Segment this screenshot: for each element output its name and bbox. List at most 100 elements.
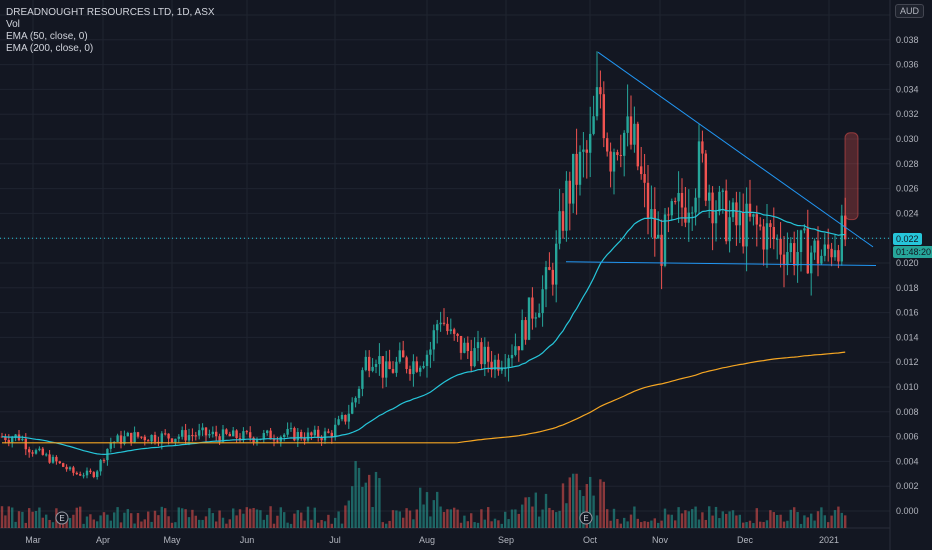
candle-body — [361, 370, 364, 389]
volume-bar — [422, 504, 425, 528]
volume-bar — [113, 512, 116, 528]
volume-bar — [415, 509, 418, 528]
volume-bar — [11, 507, 14, 528]
candle-body — [782, 254, 786, 266]
candle-body — [99, 460, 102, 472]
volume-bar — [558, 510, 561, 528]
volume-bar — [317, 522, 320, 528]
volume-bar — [810, 513, 813, 528]
candle-body — [507, 358, 510, 368]
volume-bar — [514, 509, 517, 528]
volume-bar — [738, 514, 741, 528]
volume-bar — [374, 471, 378, 528]
candle-body — [347, 413, 350, 422]
volume-bar — [381, 522, 384, 528]
candle-body — [680, 192, 684, 208]
volume-bar — [368, 474, 371, 528]
volume-bar — [82, 523, 85, 528]
volume-bar — [272, 523, 276, 528]
candle-body — [412, 361, 415, 375]
candle-body — [582, 149, 585, 152]
volume-bar — [259, 510, 262, 528]
volume-bar — [425, 492, 429, 528]
volume-bar — [194, 515, 197, 528]
legend-ema200: EMA (200, close, 0) — [6, 43, 94, 54]
candle-body — [531, 297, 534, 319]
volume-bar — [517, 513, 520, 528]
volume-bar — [371, 506, 374, 528]
candle-body — [837, 250, 840, 262]
candle-body — [786, 252, 789, 266]
candle-body — [704, 153, 707, 201]
x-tick-label: Sep — [498, 535, 514, 545]
volume-bar — [813, 520, 816, 528]
volume-bar — [123, 512, 126, 528]
volume-bar — [133, 523, 136, 528]
x-tick-label: Nov — [652, 535, 669, 545]
volume-bar — [708, 506, 711, 528]
candle-body — [289, 428, 293, 430]
volume-bar — [779, 514, 782, 528]
candle-body — [344, 414, 347, 422]
volume-bar — [643, 521, 646, 528]
candle-body — [334, 424, 337, 438]
volume-bar — [650, 520, 653, 528]
candle-body — [391, 369, 395, 373]
candle-body — [752, 214, 755, 217]
volume-bar — [551, 510, 554, 528]
volume-bar — [41, 517, 44, 528]
candle-body — [85, 470, 89, 476]
volume-bar — [684, 510, 687, 528]
volume-bar — [167, 516, 170, 528]
volume-bar — [619, 523, 622, 528]
candle-body — [616, 152, 619, 156]
volume-bar — [303, 520, 306, 528]
candle-body — [459, 335, 463, 353]
candle-body — [810, 252, 813, 274]
candle-body — [691, 212, 694, 214]
volume-bar — [405, 508, 408, 528]
volume-bar — [334, 517, 337, 528]
currency-label[interactable]: AUD — [894, 4, 924, 18]
candle-body — [725, 190, 728, 242]
candle-body — [327, 431, 330, 433]
earnings-icon — [55, 511, 69, 525]
volume-bar — [0, 506, 4, 528]
candle-body — [204, 427, 208, 436]
candle-body — [759, 224, 762, 227]
volume-bar — [106, 514, 109, 528]
candle-body — [585, 149, 588, 153]
volume-bar — [725, 513, 728, 528]
volume-bar — [765, 520, 769, 528]
candle-body — [398, 350, 401, 362]
candle-body — [555, 243, 558, 285]
trendline-upper — [597, 51, 874, 248]
candle-body — [436, 324, 439, 331]
volume-bar — [320, 520, 323, 528]
volume-bar — [541, 509, 544, 528]
candle-body — [249, 432, 252, 438]
legend-vol: Vol — [6, 19, 20, 30]
candle-body — [184, 430, 187, 441]
volume-bar — [456, 509, 459, 528]
volume-bar — [493, 518, 497, 528]
candle-body — [228, 433, 231, 437]
candle-body — [738, 212, 741, 226]
volume-bar — [473, 522, 476, 528]
candle-body — [266, 430, 269, 434]
candle-body — [527, 297, 531, 340]
volume-bar — [745, 522, 748, 528]
y-tick-label: 0.018 — [896, 283, 919, 293]
candle-body — [442, 322, 446, 324]
candle-body — [487, 346, 490, 362]
candle-body — [772, 227, 775, 240]
candle-body — [354, 397, 357, 403]
candle-body — [660, 234, 663, 266]
candle-body — [283, 434, 286, 438]
volume-bar — [731, 510, 735, 528]
candle-body — [415, 361, 418, 372]
candle-body — [833, 250, 837, 258]
candle-body — [606, 138, 609, 152]
candle-body — [225, 429, 228, 434]
